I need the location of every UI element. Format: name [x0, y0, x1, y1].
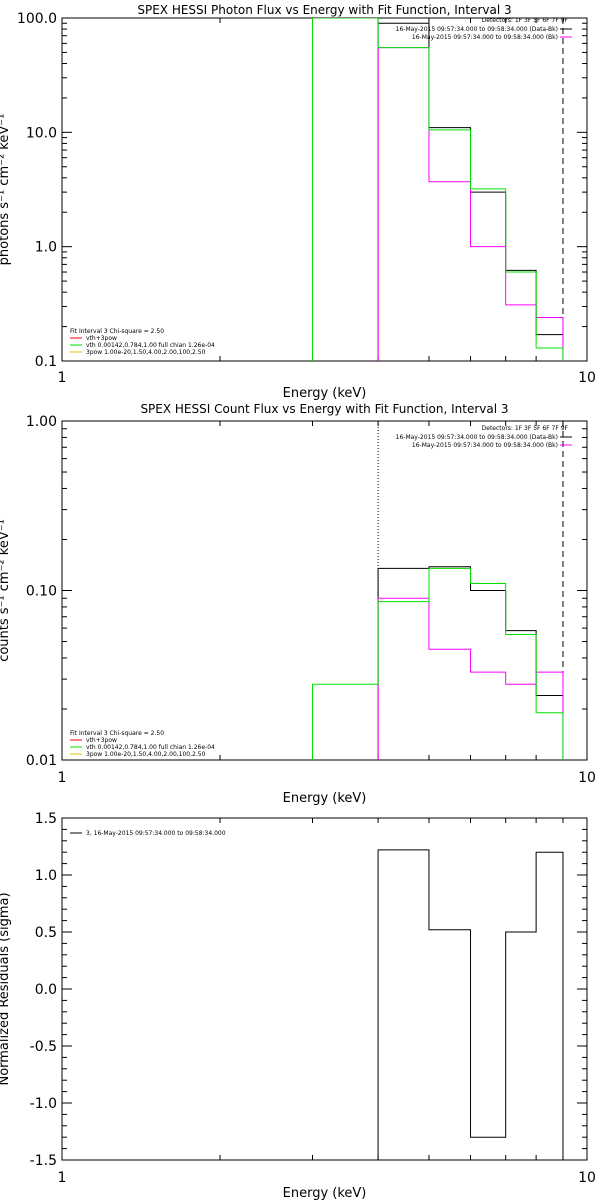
plot-frame: [61, 17, 588, 362]
y-axis-label: counts s⁻¹ cm⁻² keV⁻¹: [0, 519, 12, 662]
plot-frame: [61, 817, 588, 1161]
x-axis-label: Energy (keV): [283, 791, 367, 806]
series-step-3: [311, 18, 564, 361]
legend-entry: vth 0.00142,0.784,1.00 full chian 1.26e-…: [86, 744, 215, 751]
y-tick-label: 1.5: [35, 811, 57, 827]
series-step-2: [377, 597, 564, 760]
chart-panel-3: 1 10 Energy (keV) -1.5 -1.0 -0.5 0.0 0.5 1.0 1.5 N…: [0, 811, 596, 1200]
y-tick-label: 1.0: [35, 240, 57, 256]
y-tick-label: 0.1: [35, 354, 57, 370]
y-axis-label: photons s⁻¹ cm⁻² keV⁻¹: [0, 114, 12, 266]
y-tick-label: 100.0: [17, 11, 57, 27]
legend-entry: 16-May-2015 09:57:34.000 to 09:58:34.000…: [396, 434, 558, 441]
x-axis-label: Energy (keV): [283, 386, 367, 401]
legend-header: Fit Interval 3 Chi-square = 2.50: [70, 730, 164, 737]
y-tick-label: 1.00: [26, 414, 57, 430]
legend-entry: 16-May-2015 09:57:34.000 to 09:58:34.000…: [412, 442, 558, 449]
series-step-1: [377, 849, 564, 1160]
series-step-1: [377, 566, 564, 760]
y-tick-label: 0.5: [35, 925, 57, 941]
data-layer: [311, 18, 564, 361]
chart-title: SPEX HESSI Photon Flux vs Energy with Fi…: [137, 3, 511, 17]
chart-panel-2: SPEX HESSI Count Flux vs Energy with Fit…: [0, 402, 596, 806]
chart-panel-1: SPEX HESSI Photon Flux vs Energy with Fi…: [0, 3, 596, 401]
y-tick-label: 0.0: [35, 982, 57, 998]
series-step-1: [377, 22, 564, 361]
y-tick-label: 10.0: [26, 125, 57, 141]
legend-header: Detectors: 1F 3F 5F 6F 7F 9F: [482, 425, 569, 432]
y-tick-label: 1.0: [35, 868, 57, 884]
legend-entry: vth 0.00142,0.784,1.00 full chian 1.26e-…: [86, 342, 215, 349]
data-layer: [377, 849, 564, 1160]
y-tick-label: 0.10: [26, 584, 57, 600]
y-tick-label: -1.5: [30, 1153, 57, 1169]
legend-header: Detectors: 1F 3F 5F 6F 7F 9F: [482, 17, 569, 24]
legend-entry: 16-May-2015 09:57:34.000 to 09:58:34.000…: [396, 26, 558, 33]
legend-entry: 16-May-2015 09:57:34.000 to 09:58:34.000…: [412, 34, 558, 41]
y-tick-label: 0.01: [26, 753, 57, 769]
legend-entry: 3pow 1.00e-20,1.50,4.00,2.00,100,2.50: [86, 349, 206, 356]
x-tick-label: 10: [578, 1170, 596, 1186]
legend-entry: vth+3pow: [86, 737, 117, 744]
x-tick-label: 10: [578, 770, 596, 786]
series-step-3: [311, 567, 564, 760]
series-step-2: [377, 47, 564, 361]
y-tick-label: -1.0: [30, 1096, 57, 1112]
x-tick-label: 10: [578, 370, 596, 386]
legend-entry: 3pow 1.00e-20,1.50,4.00,2.00,100,2.50: [86, 751, 206, 758]
legend-entry: vth+3pow: [86, 335, 117, 342]
x-tick-label: 1: [58, 1170, 67, 1186]
x-tick-label: 1: [58, 370, 67, 386]
legend-header: Fit Interval 3 Chi-square = 2.50: [70, 328, 164, 335]
data-layer: [311, 421, 564, 760]
x-tick-label: 1: [58, 770, 67, 786]
legend-entry: 3, 16-May-2015 09:57:34.000 to 09:58:34.…: [86, 830, 226, 837]
y-axis-label: Normalized Residuals (sigma): [0, 892, 12, 1085]
chart-title: SPEX HESSI Count Flux vs Energy with Fit…: [140, 402, 508, 416]
plot-frame: [61, 420, 588, 761]
x-axis-label: Energy (keV): [283, 1186, 367, 1200]
y-tick-label: -0.5: [30, 1039, 57, 1055]
